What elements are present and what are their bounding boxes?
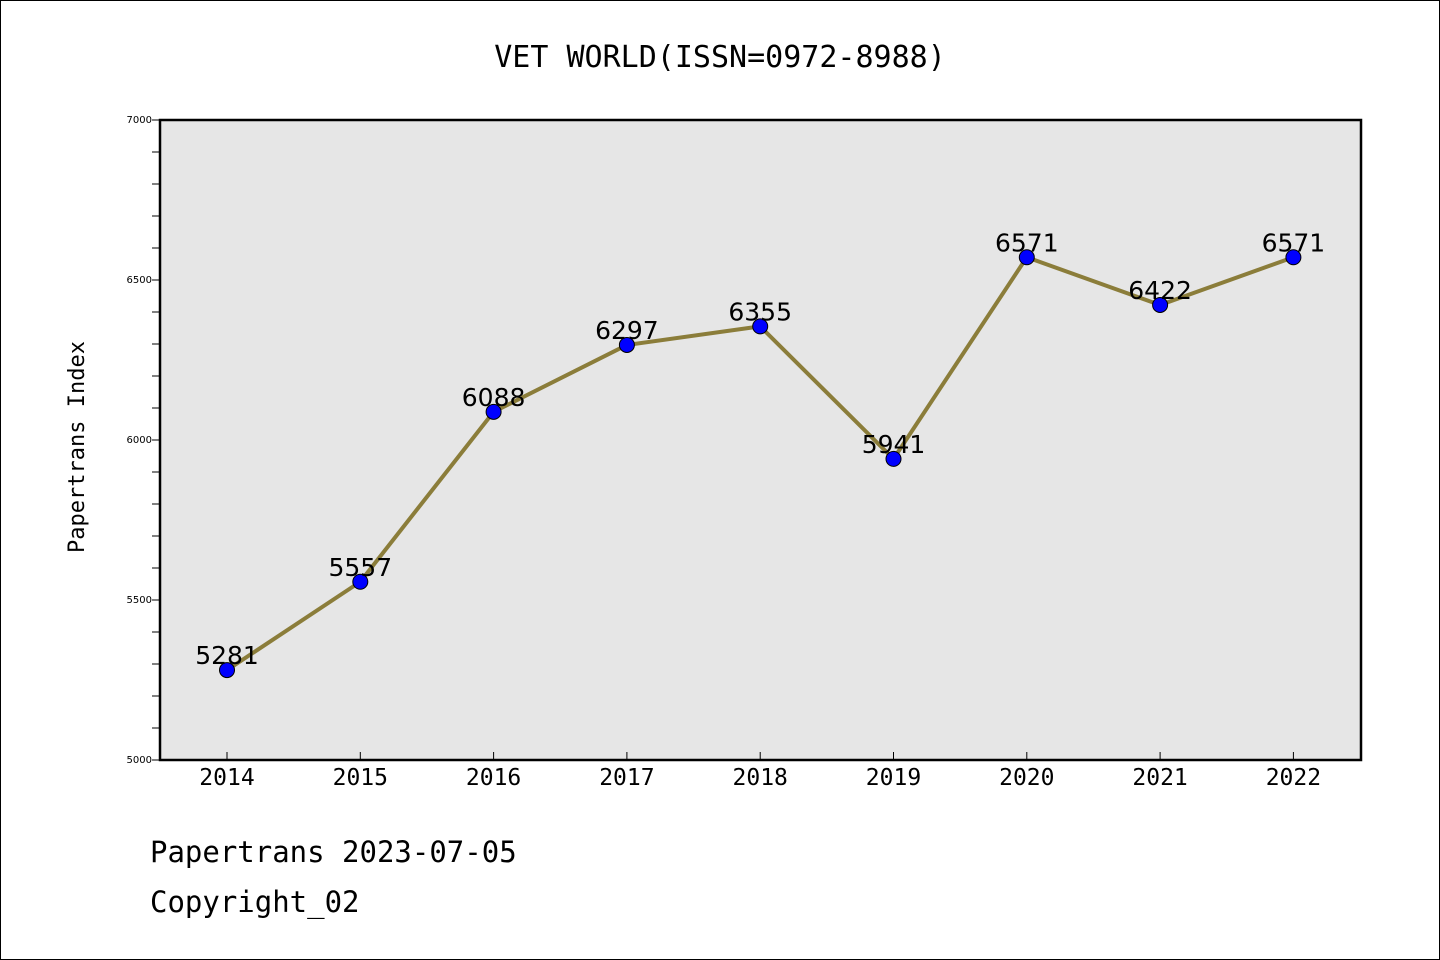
data-point (752, 318, 769, 335)
data-point (885, 450, 902, 467)
x-tick-label: 2020 (999, 765, 1054, 791)
y-axis-label: Papertrans Index (65, 341, 90, 553)
y-tick-label: 5500 (127, 595, 152, 606)
data-point (1152, 296, 1169, 313)
data-label: 6297 (595, 316, 659, 345)
data-point (1285, 249, 1302, 266)
data-label: 6571 (1262, 228, 1326, 257)
footer-copyright: Copyright_02 (150, 885, 360, 919)
data-point (618, 336, 635, 353)
x-tick-label: 2017 (599, 765, 654, 791)
y-tick-label: 6500 (127, 275, 152, 286)
data-label: 6571 (995, 228, 1059, 257)
data-label: 5281 (195, 641, 259, 670)
data-label: 5941 (862, 430, 926, 459)
data-label: 6422 (1128, 276, 1192, 305)
data-point (219, 662, 235, 679)
x-axis: 2014 2015 2016 2017 2018 2019 2020 2021 2022 (199, 752, 1321, 791)
data-point (352, 573, 369, 590)
data-point (1018, 249, 1035, 266)
data-point (485, 403, 502, 420)
x-tick-label: 2019 (866, 765, 921, 791)
chart-title: VET WORLD(ISSN=0972-8988) (494, 40, 946, 75)
plot-area (158, 118, 1363, 762)
y-tick-label: 7000 (127, 115, 152, 126)
footer-source: Papertrans 2023-07-05 (150, 835, 517, 869)
y-tick-label: 5000 (127, 755, 152, 766)
data-markers (219, 249, 1302, 679)
y-tick-label: 6000 (127, 435, 152, 446)
data-label: 6355 (728, 297, 792, 326)
x-tick-label: 2021 (1132, 765, 1187, 791)
x-tick-label: 2016 (466, 765, 521, 791)
data-labels: 5281 5557 6088 6297 6355 5941 6571 6422 6571 (195, 228, 1325, 670)
x-tick-label: 2014 (199, 765, 254, 791)
x-tick-label: 2022 (1266, 765, 1321, 791)
y-axis: 5000 5500 6000 6500 7000 (127, 115, 160, 766)
data-label: 6088 (462, 383, 526, 412)
x-tick-label: 2015 (333, 765, 388, 791)
x-tick-label: 2018 (733, 765, 788, 791)
data-label: 5557 (328, 553, 392, 582)
